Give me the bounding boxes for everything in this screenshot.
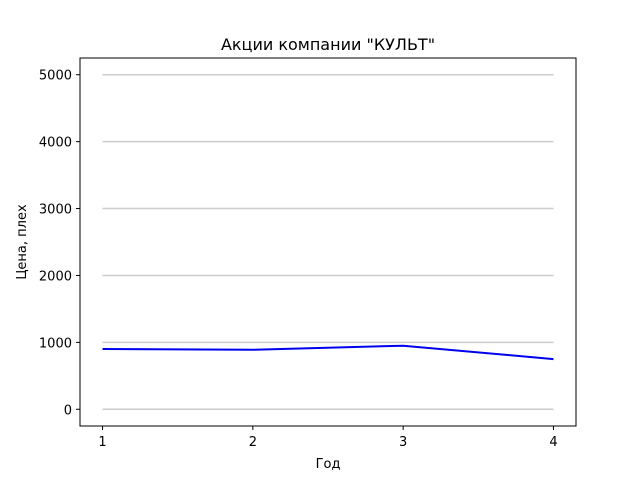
y-axis-label: Цена, плех [15, 204, 30, 280]
gridlines [102, 73, 554, 411]
series-group [102, 344, 554, 361]
y-tick-label: 2000 [39, 269, 72, 284]
y-tick-label: 0 [64, 403, 72, 418]
x-tick-label: 2 [249, 435, 257, 450]
x-tick-label: 1 [98, 435, 106, 450]
y-axis-ticks: 0 1000 2000 3000 4000 5000 [39, 69, 80, 418]
y-tick-label: 3000 [39, 203, 72, 218]
x-tick-label: 4 [549, 435, 557, 450]
y-tick-label: 5000 [39, 69, 72, 84]
series-line [102, 344, 554, 361]
y-tick-label: 4000 [39, 136, 72, 151]
y-tick-label: 1000 [39, 336, 72, 351]
x-axis-ticks: 1 2 3 4 [98, 426, 558, 450]
x-tick-label: 3 [399, 435, 407, 450]
chart-title: Акции компании "КУЛЬТ" [221, 35, 435, 54]
x-axis-label: Год [316, 457, 341, 472]
plot-area-frame [79, 57, 577, 427]
